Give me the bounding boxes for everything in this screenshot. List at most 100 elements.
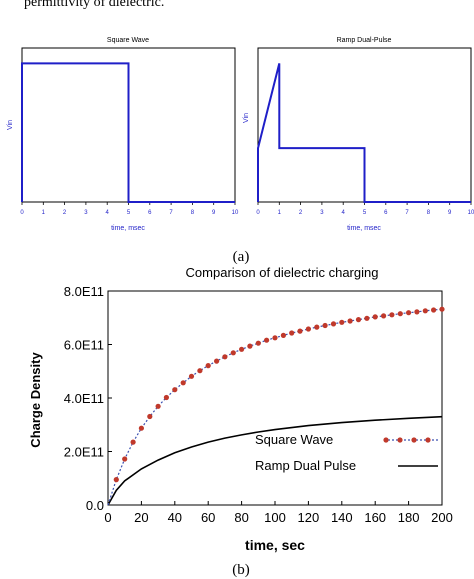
x-tick-label: 6 xyxy=(384,210,388,216)
x-tick-label: 4 xyxy=(106,210,110,216)
x-tick-label: 7 xyxy=(169,210,173,216)
square-wave-data-point xyxy=(347,318,353,324)
square-wave-data-point xyxy=(222,354,228,360)
legend-marker-square-wave xyxy=(425,437,431,443)
square-wave-data-point xyxy=(422,308,428,314)
x-tick-label: 80 xyxy=(234,510,248,525)
y-tick-label: 4.0E11 xyxy=(64,391,104,406)
square-wave-data-point xyxy=(130,439,136,445)
x-tick-label: 40 xyxy=(168,510,182,525)
square-wave-data-point xyxy=(305,326,311,332)
square-wave-data-point xyxy=(372,314,378,320)
square-wave-data-point xyxy=(414,309,420,315)
square-wave-data-point xyxy=(163,394,169,401)
square-wave-data-point xyxy=(147,413,153,420)
square-wave-data-point xyxy=(188,373,195,379)
ramp-dual-pulse-title: Ramp Dual-Pulse xyxy=(337,37,392,44)
legend-marker-square-wave xyxy=(397,437,403,443)
x-tick-label: 2 xyxy=(63,210,67,216)
y-tick-label: 8.0E11 xyxy=(64,284,104,299)
y-tick-label: 2.0E11 xyxy=(64,445,104,460)
x-tick-label: 10 xyxy=(468,210,474,216)
header-text: permittivity of dielectric. xyxy=(24,0,164,10)
square-wave-data-point xyxy=(439,306,445,312)
square-wave-data-point xyxy=(389,312,395,318)
dielectric-charging-chart: Comparison of dielectric charging Charge… xyxy=(28,265,453,553)
square-wave-data-point xyxy=(280,332,286,338)
square-wave-chart: Square Wave Vin time, msec 0 1 2 3 4 5 6 7 8 9 10 xyxy=(7,37,239,232)
x-tick-label: 2 xyxy=(299,210,303,216)
x-tick-label: 0 xyxy=(104,510,111,525)
caption-a: (a) xyxy=(233,249,250,265)
square-wave-data-point xyxy=(172,387,178,393)
x-tick-label: 10 xyxy=(232,210,239,216)
ramp-dual-pulse-xlabel: time, msec xyxy=(347,225,381,232)
dielectric-charging-title: Comparison of dielectric charging xyxy=(186,265,379,280)
square-wave-data-point xyxy=(289,330,295,336)
y-tick-label: 6.0E11 xyxy=(64,338,104,353)
square-wave-data-point xyxy=(214,358,220,364)
square-wave-data-point xyxy=(431,307,437,313)
ramp-dual-pulse-chart: Ramp Dual-Pulse Vin time, msec 0 1 2 3 4 5 6 7 8… xyxy=(243,37,474,232)
square-wave-data-point xyxy=(406,310,412,316)
square-wave-data-point xyxy=(155,403,161,409)
square-wave-data-point xyxy=(230,350,236,356)
x-tick-label: 1 xyxy=(278,210,282,216)
legend-marker-square-wave xyxy=(383,437,389,443)
x-tick-label: 180 xyxy=(398,510,420,525)
square-wave-data-point xyxy=(180,380,186,386)
legend-label-square-wave: Square Wave xyxy=(255,432,333,447)
ramp-dual-pulse-ylabel: Vin xyxy=(243,113,250,123)
square-wave-data-point xyxy=(355,317,362,323)
legend: Square Wave Ramp Dual Pulse xyxy=(255,432,438,473)
square-wave-data-point xyxy=(322,322,328,329)
x-tick-label: 5 xyxy=(363,210,367,216)
x-tick-label: 5 xyxy=(127,210,131,216)
square-wave-title: Square Wave xyxy=(107,37,149,44)
square-wave-data-point xyxy=(364,315,370,321)
x-tick-label: 140 xyxy=(331,510,353,525)
x-tick-label: 120 xyxy=(298,510,320,525)
x-tick-label: 160 xyxy=(364,510,386,525)
square-wave-data-point xyxy=(272,335,278,341)
x-tick-label: 100 xyxy=(264,510,286,525)
x-tick-label: 3 xyxy=(320,210,324,216)
square-wave-data-point xyxy=(339,319,345,325)
x-tick-label: 200 xyxy=(431,510,453,525)
x-tick-label: 8 xyxy=(427,210,431,216)
square-wave-xlabel: time, msec xyxy=(111,225,145,232)
square-wave-data-point xyxy=(205,363,211,369)
square-wave-data-point xyxy=(113,477,119,483)
square-wave-data-point xyxy=(138,425,144,431)
ramp-dual-pulse-series-line xyxy=(107,415,443,506)
square-wave-data-point xyxy=(239,346,245,352)
x-tick-label: 9 xyxy=(212,210,216,216)
square-wave-data-point xyxy=(197,368,203,374)
x-tick-label: 60 xyxy=(201,510,215,525)
x-tick-label: 20 xyxy=(134,510,148,525)
square-wave-data-point xyxy=(122,456,128,462)
square-wave-data-point xyxy=(314,324,320,330)
x-tick-label: 9 xyxy=(448,210,452,216)
x-tick-label: 6 xyxy=(148,210,152,216)
square-wave-data-point xyxy=(264,337,270,343)
square-wave-ylabel: Vin xyxy=(7,120,14,130)
square-wave-data-point xyxy=(255,340,261,346)
x-tick-label: 0 xyxy=(20,210,24,216)
x-tick-label: 7 xyxy=(405,210,409,216)
x-tick-label: 3 xyxy=(84,210,88,216)
x-tick-label: 1 xyxy=(42,210,46,216)
dielectric-charging-xlabel: time, sec xyxy=(245,537,305,553)
square-wave-data-point xyxy=(297,328,303,334)
square-wave-data-point xyxy=(381,313,387,319)
square-wave-data-point xyxy=(397,311,403,317)
caption-b: (b) xyxy=(232,562,250,578)
ramp-dual-pulse-series-line xyxy=(257,63,471,203)
y-tick-label: 0.0 xyxy=(86,498,104,513)
x-tick-label: 4 xyxy=(342,210,346,216)
dielectric-charging-ylabel: Charge Density xyxy=(28,352,43,448)
x-tick-label: 8 xyxy=(191,210,195,216)
legend-label-ramp-dual-pulse: Ramp Dual Pulse xyxy=(255,458,356,473)
legend-marker-square-wave xyxy=(411,437,417,443)
